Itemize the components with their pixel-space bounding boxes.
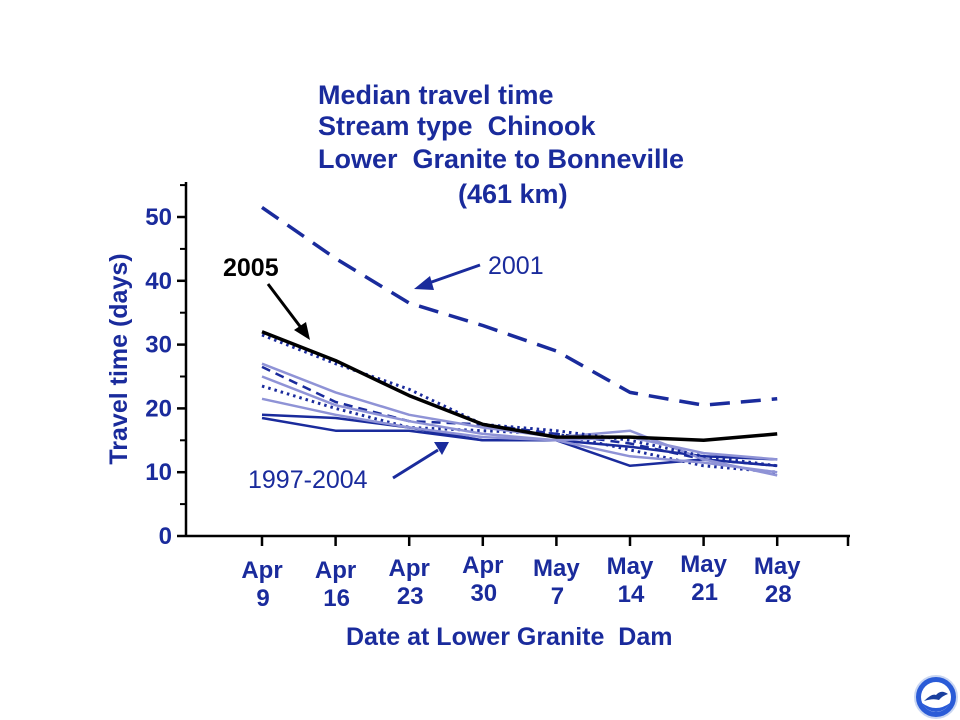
annotation-2005-arrow xyxy=(266,283,304,330)
annotation-2001-arrow xyxy=(425,263,481,286)
series-line-2005-9 xyxy=(261,330,778,443)
x-tick-label-day: 9 xyxy=(256,585,269,612)
x-tick-label-month: Apr xyxy=(462,552,503,579)
series-layer xyxy=(261,205,778,477)
annotation-2005-label: 2005 xyxy=(223,254,279,282)
annotation-1997-2004-label: 1997-2004 xyxy=(248,466,368,494)
y-tick-label: 10 xyxy=(145,459,172,486)
series-line-1997-2004-7 xyxy=(261,333,778,468)
x-tick-label-month: May xyxy=(680,551,727,578)
y-tick-label: 50 xyxy=(145,204,172,231)
x-tick-label-day: 23 xyxy=(397,583,424,610)
title-line-1: Median travel time xyxy=(318,80,554,110)
annotation-1997-2004-arrow xyxy=(392,448,439,480)
x-tick-label-day: 28 xyxy=(765,581,792,608)
x-tick-label-day: 7 xyxy=(551,583,564,610)
x-tick-label-month: May xyxy=(607,553,654,580)
series-line-1997-2004-5 xyxy=(261,375,778,474)
series-line-1997-2004-6 xyxy=(261,397,778,461)
x-tick-label-day: 16 xyxy=(323,585,350,612)
annotation-2001: 2001 xyxy=(414,252,544,290)
series-line-2001-8 xyxy=(261,205,778,407)
y-ticks: 0 10 20 30 40 50 xyxy=(145,184,186,550)
x-tick-label-month: Apr xyxy=(241,557,282,584)
x-tick-label-day: 21 xyxy=(691,579,718,606)
annotation-2001-label: 2001 xyxy=(488,252,544,280)
annotation-1997-2004: 1997-2004 xyxy=(248,442,449,494)
x-tick-label-month: Apr xyxy=(389,555,430,582)
y-tick-label: 0 xyxy=(159,523,172,550)
annotation-2005-arrowhead xyxy=(294,322,310,340)
annotation-1997-2004-arrowhead xyxy=(434,442,449,455)
x-tick-label-month: May xyxy=(533,555,580,582)
x-tick-label-month: Apr xyxy=(315,557,356,584)
annotation-2005: 2005 xyxy=(223,254,310,340)
y-tick-label: 40 xyxy=(145,268,172,295)
x-tick-label-day: 14 xyxy=(618,581,645,608)
x-axis-title: Date at Lower Granite Dam xyxy=(346,623,672,651)
x-tick-label-day: 30 xyxy=(470,580,497,607)
series-line-1997-2004-1 xyxy=(261,365,778,468)
title-line-3: Lower Granite to Bonneville xyxy=(318,144,684,174)
y-tick-label: 30 xyxy=(145,332,172,359)
title-line-2: Stream type Chinook xyxy=(318,111,597,141)
y-axis-title: Travel time (days) xyxy=(105,253,133,464)
noaa-logo-icon xyxy=(914,675,958,719)
x-tick-label-month: May xyxy=(754,553,801,580)
chart-title: Median travel time Stream type Chinook L… xyxy=(318,80,684,209)
y-tick-label: 20 xyxy=(145,395,172,422)
annotation-2001-arrowhead xyxy=(414,276,434,290)
title-line-4: (461 km) xyxy=(458,179,568,209)
